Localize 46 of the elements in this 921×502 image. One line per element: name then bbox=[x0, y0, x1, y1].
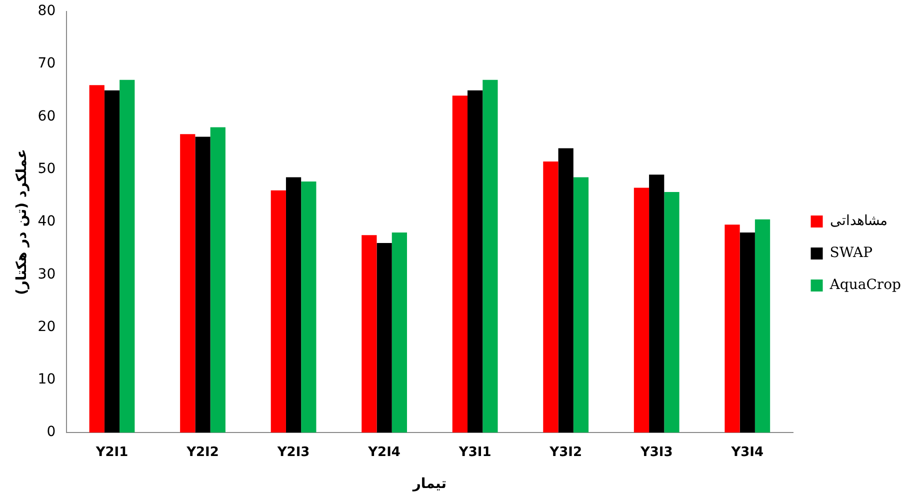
x-tick-label: Y3I1 bbox=[458, 444, 492, 460]
x-tick-label: Y3I2 bbox=[548, 444, 582, 460]
bar bbox=[468, 90, 483, 433]
legend-label: مشاهداتی bbox=[830, 213, 888, 230]
legend-label: SWAP bbox=[830, 245, 873, 262]
bar bbox=[301, 181, 316, 433]
bar bbox=[270, 190, 286, 433]
bar bbox=[634, 188, 650, 433]
bar bbox=[573, 177, 589, 433]
x-tick-label: Y2I2 bbox=[186, 444, 219, 460]
bar bbox=[362, 235, 377, 433]
y-tick-label: 70 bbox=[38, 56, 56, 72]
y-tick-label: 80 bbox=[38, 3, 56, 20]
bar bbox=[452, 96, 468, 433]
x-tick-label: Y2I4 bbox=[367, 444, 400, 460]
bar bbox=[543, 161, 558, 433]
bar bbox=[376, 243, 392, 433]
bar bbox=[482, 80, 498, 433]
bar bbox=[754, 219, 770, 433]
bar bbox=[210, 127, 226, 433]
x-tick-label: Y2I3 bbox=[276, 444, 310, 460]
y-tick-label: 20 bbox=[38, 318, 56, 335]
x-tick-label: Y3I4 bbox=[730, 444, 764, 460]
x-tick-label: Y2I1 bbox=[94, 444, 128, 460]
x-axis-title: تیمار bbox=[412, 476, 447, 492]
bar bbox=[89, 85, 104, 433]
bar bbox=[740, 232, 755, 433]
y-axis-title: عملکرد (تن در هکتار) bbox=[14, 148, 30, 296]
y-tick-label: 40 bbox=[38, 214, 56, 230]
bar bbox=[649, 174, 664, 433]
bar bbox=[664, 192, 680, 433]
bar bbox=[120, 80, 135, 433]
y-tick-label: 60 bbox=[38, 108, 56, 124]
x-tick-label: Y3I3 bbox=[639, 444, 673, 460]
bar bbox=[286, 177, 302, 433]
bar bbox=[104, 90, 120, 433]
bar bbox=[392, 232, 407, 433]
y-tick-label: 0 bbox=[46, 424, 56, 440]
legend-label: AquaCrop bbox=[828, 277, 902, 294]
bar bbox=[724, 224, 740, 433]
y-tick-label: 50 bbox=[38, 160, 56, 177]
y-tick-label: 30 bbox=[38, 266, 56, 282]
bar bbox=[180, 134, 196, 433]
bar bbox=[195, 136, 210, 433]
bar bbox=[558, 148, 574, 433]
y-tick-label: 10 bbox=[38, 372, 56, 388]
